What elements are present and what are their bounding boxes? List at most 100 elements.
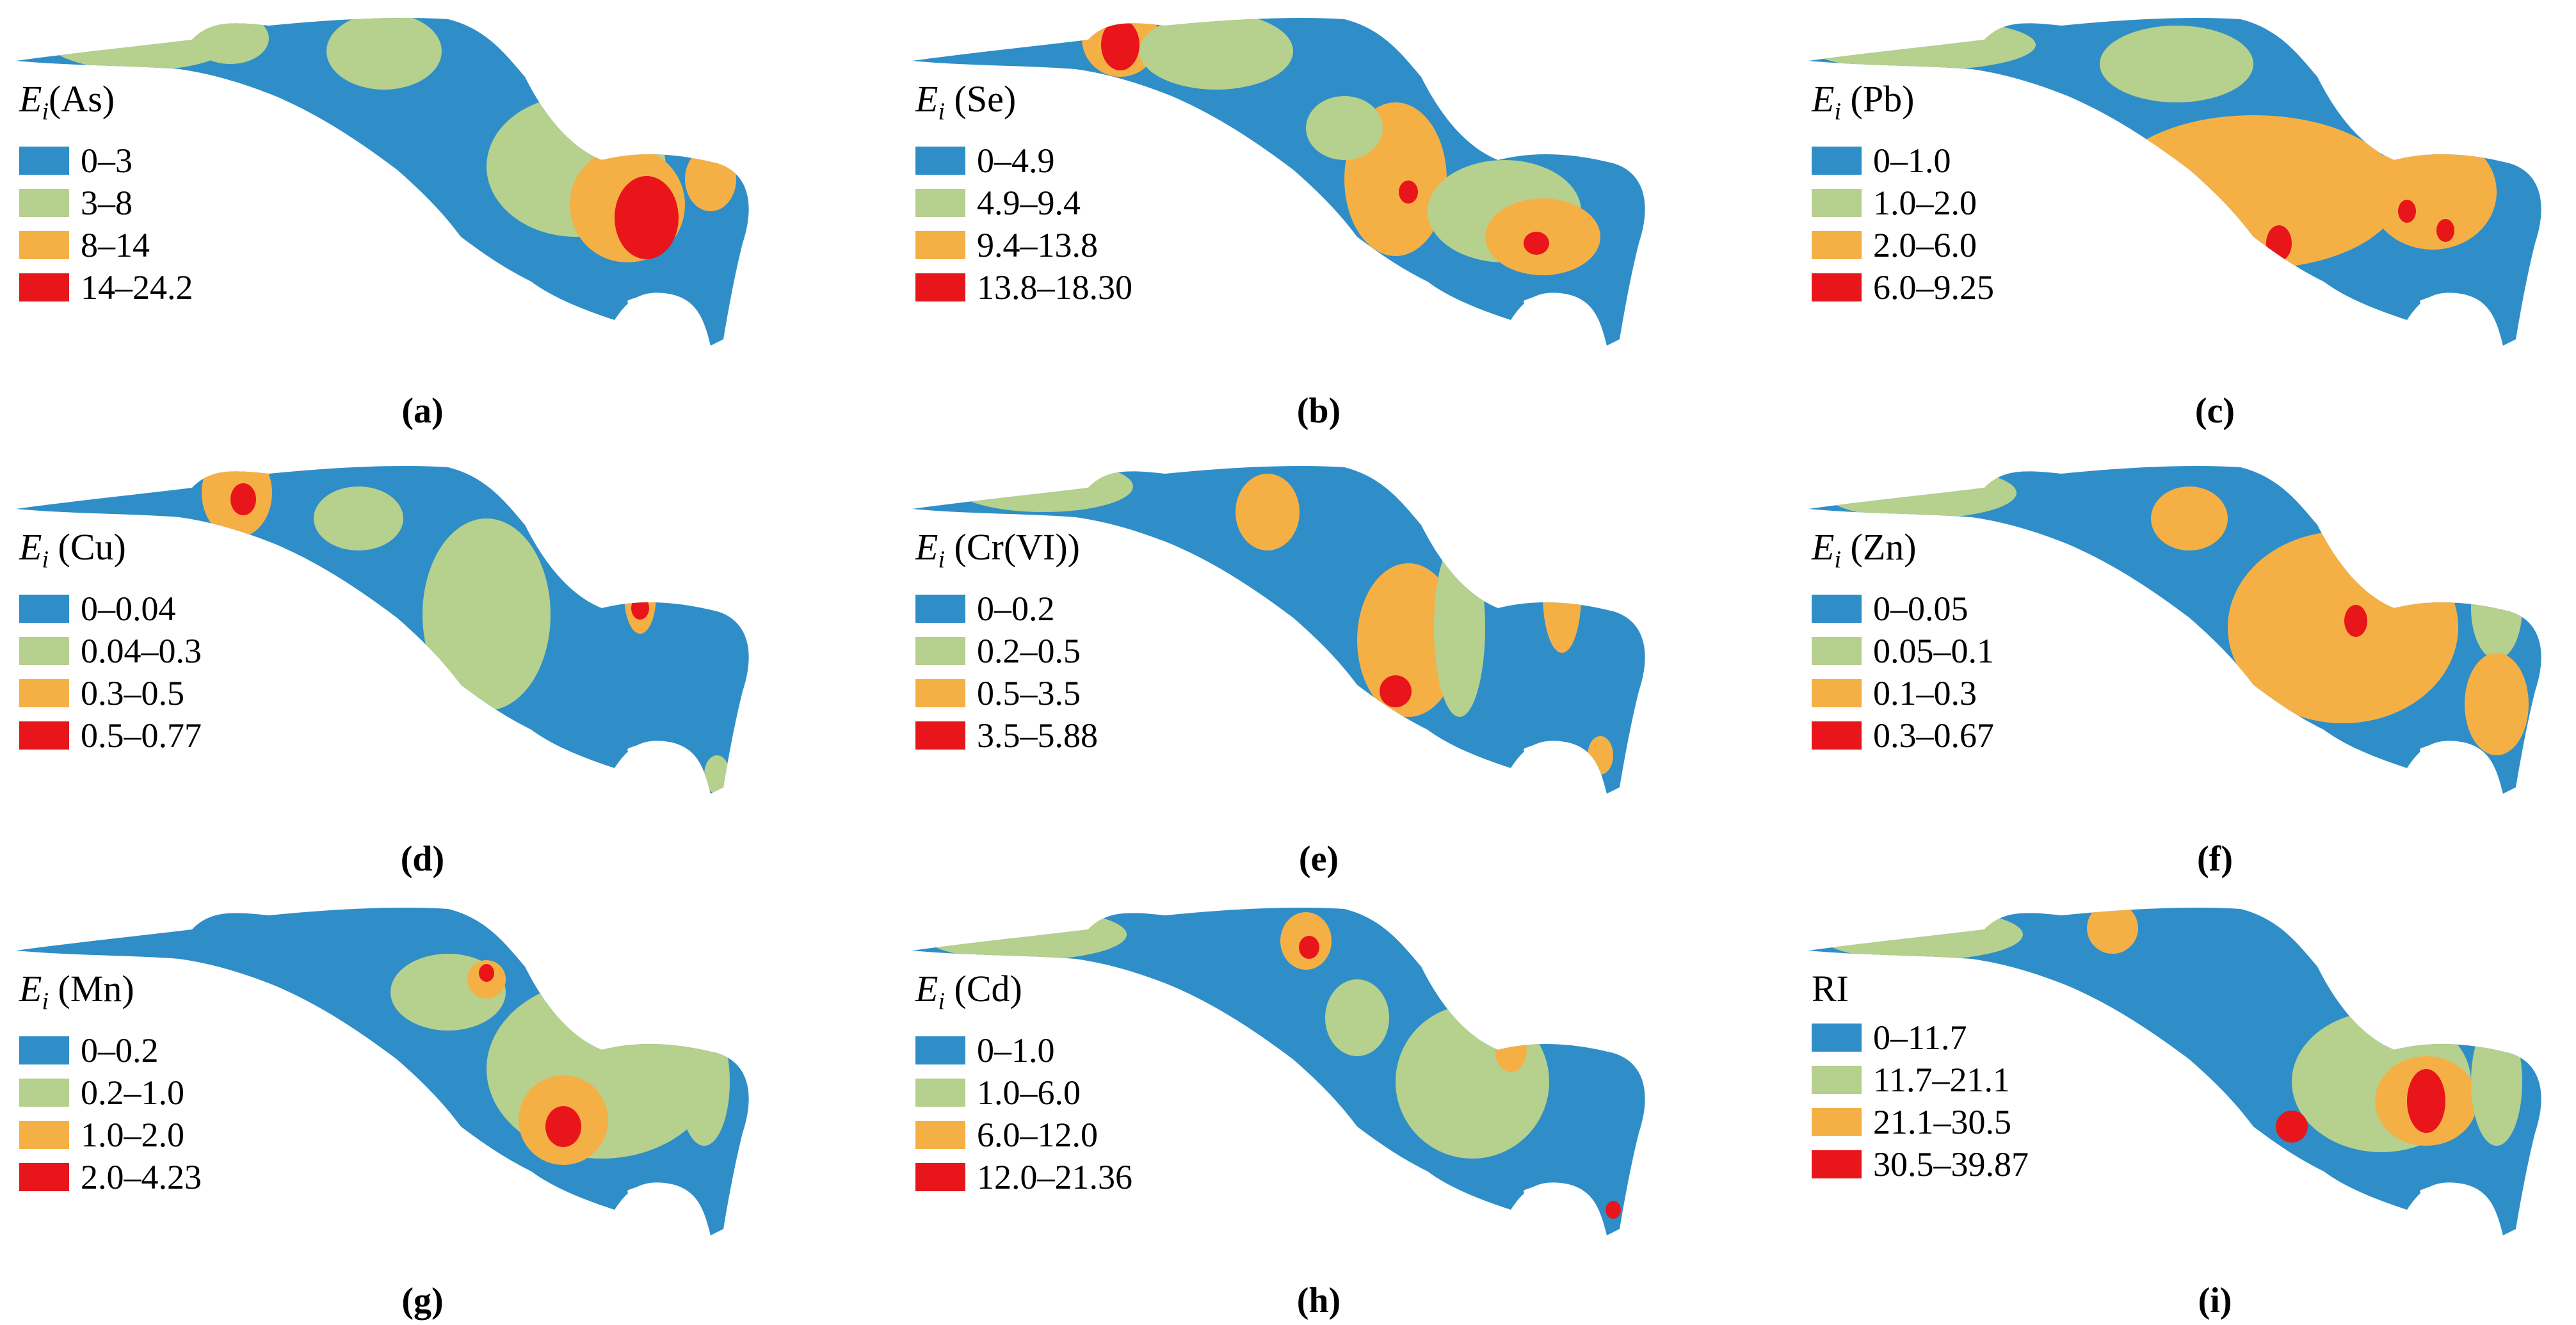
panel-label: (c) xyxy=(2194,391,2235,431)
legend-label: 1.0–2.0 xyxy=(81,1115,184,1154)
legend-label: 2.0–4.23 xyxy=(81,1157,202,1196)
lake-hole xyxy=(1524,1185,1581,1210)
legend-label: 14–24.2 xyxy=(81,268,193,307)
legend-swatch xyxy=(915,1162,965,1191)
legend-label: 0.2–0.5 xyxy=(977,631,1081,670)
legend-swatch xyxy=(19,1162,69,1191)
index-symbol: E xyxy=(19,78,42,120)
legend-item: 1.0–2.0 xyxy=(19,1114,202,1156)
legend-swatch xyxy=(915,146,965,175)
legend-title: Ei (Zn) xyxy=(1812,525,1994,582)
risk-zone xyxy=(1606,1201,1621,1219)
index-subscript: i xyxy=(42,546,49,574)
map-panel: Ei (Cr(VI)) 0–0.2 0.2–0.5 0.5–3.5 3.5–5.88 (e… xyxy=(896,448,1741,883)
risk-zone xyxy=(479,964,494,982)
panel-label: (f) xyxy=(2197,839,2233,879)
risk-map xyxy=(16,908,749,1235)
legend-item: 0–1.0 xyxy=(1812,140,1994,182)
legend-swatch xyxy=(1812,636,1862,665)
element-name: (Se) xyxy=(945,78,1017,120)
index-subscript: i xyxy=(938,546,945,574)
legend-swatch xyxy=(1812,1150,1862,1178)
legend-item: 0–11.7 xyxy=(1812,1016,2029,1059)
map-panel: Ei (Cd) 0–1.0 1.0–6.0 6.0–12.0 12.0–21.36 (h) xyxy=(896,890,1741,1325)
legend-title: Ei (Cu) xyxy=(19,525,202,582)
legend-swatch xyxy=(19,273,69,301)
legend-swatch xyxy=(19,230,69,259)
legend-swatch xyxy=(915,188,965,217)
legend: Ei (Cr(VI)) 0–0.2 0.2–0.5 0.5–3.5 3.5–5.88 xyxy=(915,525,1098,757)
risk-zone xyxy=(2344,605,2367,637)
legend-swatch xyxy=(1812,273,1862,301)
legend-label: 9.4–13.8 xyxy=(977,225,1098,264)
legend-label: 3.5–5.88 xyxy=(977,716,1098,755)
risk-map xyxy=(16,18,749,346)
index-symbol: E xyxy=(1812,526,1835,568)
legend-label: 0–4.9 xyxy=(977,141,1055,180)
lake-hole xyxy=(2420,743,2477,768)
risk-zone xyxy=(545,1106,581,1147)
legend-swatch xyxy=(915,1078,965,1107)
legend-swatch xyxy=(1812,1024,1862,1052)
risk-zone xyxy=(1139,18,1293,90)
legend: Ei (Cu) 0–0.04 0.04–0.3 0.3–0.5 0.5–0.77 xyxy=(19,525,202,757)
legend-swatch xyxy=(915,1120,965,1149)
legend-swatch xyxy=(19,679,69,707)
legend: Ei (Pb) 0–1.0 1.0–2.0 2.0–6.0 6.0–9.25 xyxy=(1812,77,1994,309)
map-panel: Ei (Pb) 0–1.0 1.0–2.0 2.0–6.0 6.0–9.25 (c) xyxy=(1792,0,2576,435)
legend-swatch xyxy=(19,594,69,623)
legend-swatch xyxy=(1812,594,1862,623)
index-subscript: i xyxy=(1834,98,1841,125)
legend-swatch xyxy=(1812,146,1862,175)
risk-zone xyxy=(1236,474,1300,550)
legend-swatch xyxy=(1812,1108,1862,1136)
legend-label: 0–1.0 xyxy=(1873,141,1951,180)
risk-zone xyxy=(1818,909,2023,960)
lake-hole xyxy=(627,743,685,768)
map-panel: Ei (Zn) 0–0.05 0.05–0.1 0.1–0.3 0.3–0.67 (f) xyxy=(1792,448,2576,883)
legend-label: 0.5–0.77 xyxy=(81,716,202,755)
index-symbol: E xyxy=(915,968,938,1009)
legend-item: 2.0–4.23 xyxy=(19,1156,202,1198)
legend-label: 3–8 xyxy=(81,183,133,222)
legend-item: 0–3 xyxy=(19,140,193,182)
panel-label: (d) xyxy=(400,839,445,879)
legend-swatch xyxy=(915,594,965,623)
legend-swatch xyxy=(915,1036,965,1064)
lake-hole xyxy=(1524,295,1581,320)
index-subscript: i xyxy=(938,988,945,1015)
legend-item: 6.0–12.0 xyxy=(915,1114,1132,1156)
risk-zone xyxy=(1434,538,1485,717)
legend-title: Ei (Mn) xyxy=(19,967,202,1024)
legend-swatch xyxy=(1812,679,1862,707)
legend-item: 0.5–3.5 xyxy=(915,672,1098,714)
legend-item: 0–0.2 xyxy=(19,1029,202,1072)
legend-swatch xyxy=(915,679,965,707)
legend-label: 6.0–12.0 xyxy=(977,1115,1098,1154)
legend-label: 4.9–9.4 xyxy=(977,183,1081,222)
risk-zone xyxy=(685,147,736,211)
index-symbol: RI xyxy=(1812,968,1849,1009)
legend-item: 1.0–6.0 xyxy=(915,1072,1132,1114)
legend-title: Ei (Cd) xyxy=(915,967,1132,1024)
lake-hole xyxy=(2420,1185,2477,1210)
risk-map xyxy=(16,466,749,794)
index-symbol: E xyxy=(915,526,938,568)
risk-zone xyxy=(1306,96,1383,160)
legend-label: 0.5–3.5 xyxy=(977,673,1081,712)
element-name: (Cd) xyxy=(945,968,1022,1009)
panel-label: (g) xyxy=(401,1281,444,1321)
legend-label: 0–3 xyxy=(81,141,133,180)
risk-zone xyxy=(423,518,551,711)
risk-zone xyxy=(1495,1027,1527,1072)
risk-zone xyxy=(1101,19,1139,70)
risk-zone xyxy=(704,755,730,794)
risk-zone xyxy=(1399,181,1418,204)
legend-item: 0.1–0.3 xyxy=(1812,672,1994,714)
risk-zone xyxy=(230,483,256,515)
element-name: (Cr(VI)) xyxy=(945,526,1080,568)
legend-item: 0–0.2 xyxy=(915,588,1098,630)
risk-zone xyxy=(1380,675,1412,707)
risk-zone xyxy=(2276,1111,2308,1143)
risk-zone xyxy=(1396,1005,1549,1159)
